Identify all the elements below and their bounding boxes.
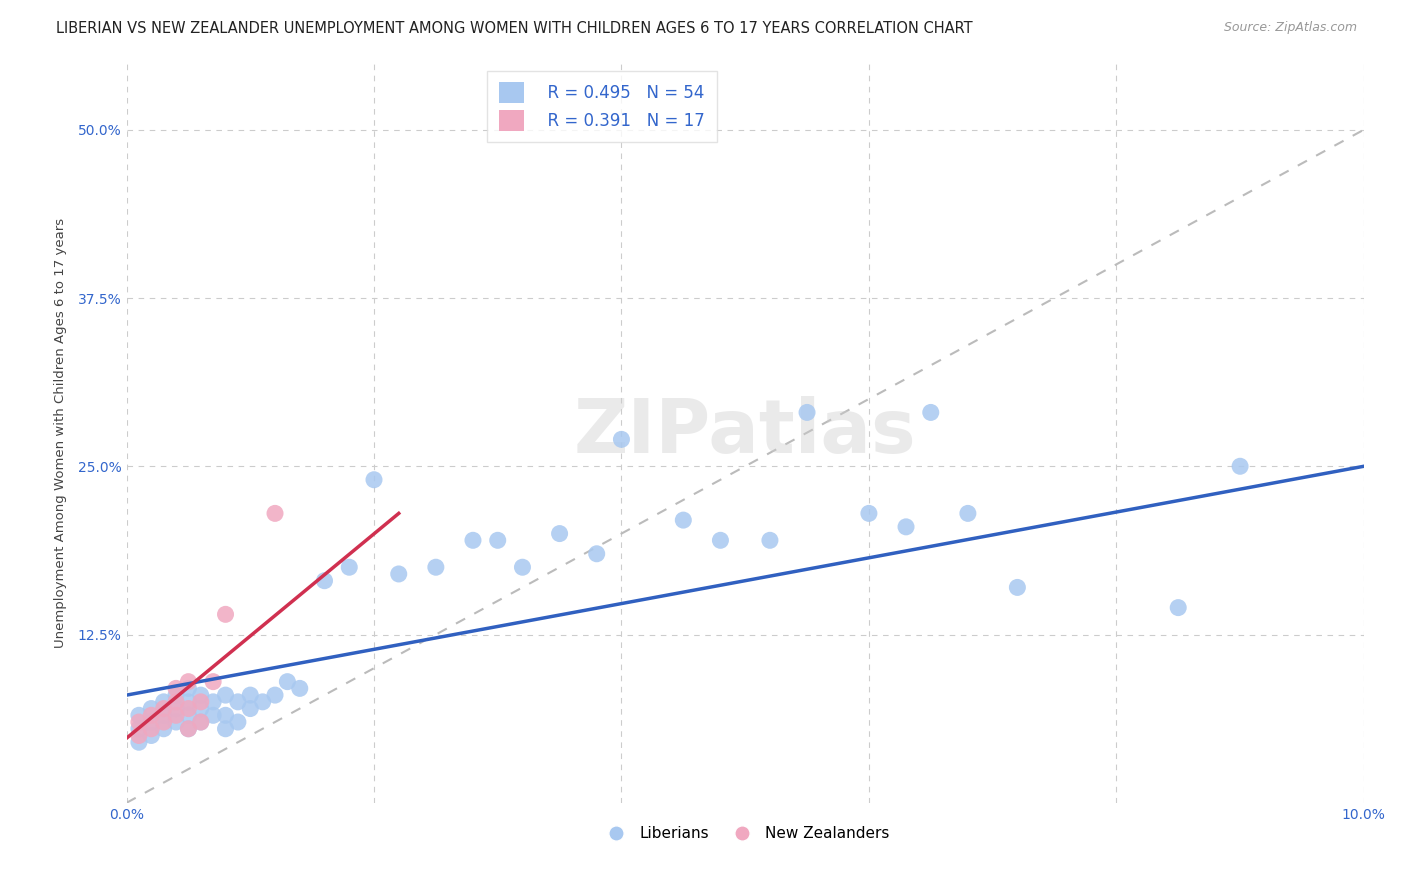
Point bbox=[288, 681, 311, 696]
Point bbox=[141, 722, 163, 736]
Point bbox=[190, 688, 212, 702]
Point bbox=[165, 708, 187, 723]
Point bbox=[141, 701, 163, 715]
Point bbox=[1167, 600, 1189, 615]
Y-axis label: Unemployment Among Women with Children Ages 6 to 17 years: Unemployment Among Women with Children A… bbox=[53, 218, 66, 648]
Point bbox=[214, 607, 236, 622]
Point bbox=[548, 526, 571, 541]
Point bbox=[894, 520, 917, 534]
Point bbox=[202, 708, 225, 723]
Point bbox=[177, 674, 200, 689]
Point bbox=[128, 735, 150, 749]
Point bbox=[239, 688, 262, 702]
Point bbox=[177, 722, 200, 736]
Point bbox=[920, 405, 942, 419]
Point bbox=[128, 722, 150, 736]
Point bbox=[152, 695, 174, 709]
Point bbox=[190, 701, 212, 715]
Point bbox=[214, 708, 236, 723]
Point bbox=[177, 681, 200, 696]
Point bbox=[141, 708, 163, 723]
Point bbox=[165, 688, 187, 702]
Point bbox=[152, 714, 174, 729]
Point bbox=[512, 560, 534, 574]
Point bbox=[709, 533, 731, 548]
Point bbox=[239, 701, 262, 715]
Point bbox=[128, 729, 150, 743]
Point bbox=[177, 708, 200, 723]
Point bbox=[858, 507, 880, 521]
Point bbox=[276, 674, 298, 689]
Point bbox=[796, 405, 818, 419]
Point bbox=[214, 688, 236, 702]
Point bbox=[461, 533, 484, 548]
Point bbox=[165, 701, 187, 715]
Point bbox=[363, 473, 385, 487]
Point bbox=[214, 722, 236, 736]
Point bbox=[610, 433, 633, 447]
Point bbox=[585, 547, 607, 561]
Point bbox=[388, 566, 411, 581]
Point bbox=[202, 695, 225, 709]
Point bbox=[128, 708, 150, 723]
Point bbox=[264, 507, 287, 521]
Point bbox=[202, 674, 225, 689]
Point bbox=[226, 695, 249, 709]
Point bbox=[165, 681, 187, 696]
Point bbox=[314, 574, 336, 588]
Point bbox=[152, 708, 174, 723]
Point bbox=[165, 714, 187, 729]
Point bbox=[759, 533, 782, 548]
Point bbox=[337, 560, 360, 574]
Point bbox=[672, 513, 695, 527]
Point bbox=[177, 701, 200, 715]
Point bbox=[1007, 581, 1029, 595]
Point bbox=[264, 688, 287, 702]
Point bbox=[141, 729, 163, 743]
Point bbox=[190, 695, 212, 709]
Point bbox=[1229, 459, 1251, 474]
Point bbox=[177, 722, 200, 736]
Point bbox=[128, 714, 150, 729]
Text: LIBERIAN VS NEW ZEALANDER UNEMPLOYMENT AMONG WOMEN WITH CHILDREN AGES 6 TO 17 YE: LIBERIAN VS NEW ZEALANDER UNEMPLOYMENT A… bbox=[56, 21, 973, 36]
Point bbox=[152, 722, 174, 736]
Point bbox=[190, 714, 212, 729]
Point bbox=[165, 695, 187, 709]
Point bbox=[226, 714, 249, 729]
Legend: Liberians, New Zealanders: Liberians, New Zealanders bbox=[595, 820, 896, 847]
Point bbox=[425, 560, 447, 574]
Point bbox=[956, 507, 979, 521]
Point bbox=[141, 714, 163, 729]
Point bbox=[152, 701, 174, 715]
Point bbox=[486, 533, 509, 548]
Point bbox=[252, 695, 274, 709]
Point bbox=[177, 695, 200, 709]
Point bbox=[190, 714, 212, 729]
Text: Source: ZipAtlas.com: Source: ZipAtlas.com bbox=[1223, 21, 1357, 34]
Text: ZIPatlas: ZIPatlas bbox=[574, 396, 917, 469]
